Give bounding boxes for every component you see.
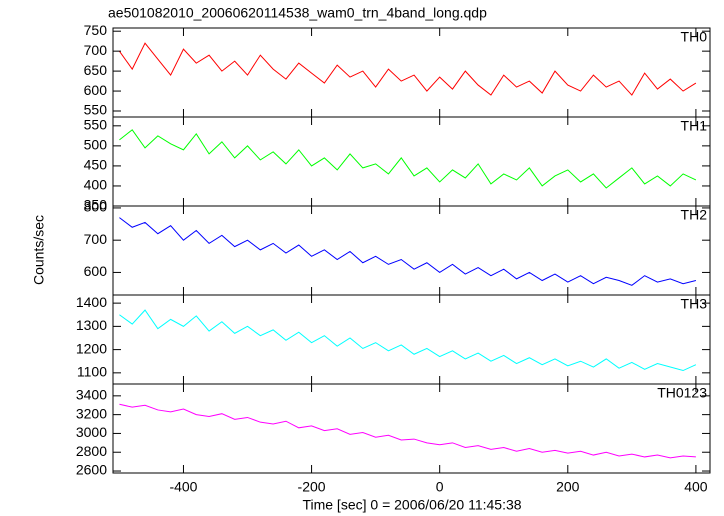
x-tick-label: 200 [556, 479, 580, 495]
y-tick-label: 600 [84, 82, 108, 98]
y-tick-label: 1200 [76, 340, 107, 356]
y-tick-label: 3200 [76, 405, 107, 421]
y-tick-label: 750 [84, 22, 108, 38]
data-line [119, 309, 697, 372]
panel-frame [112, 383, 711, 474]
panel-frame [112, 27, 711, 118]
y-tick-label: 400 [84, 177, 108, 193]
y-tick-label: 2600 [76, 462, 107, 478]
y-tick-label: 2800 [76, 443, 107, 459]
y-tick-label: 600 [84, 263, 108, 279]
y-tick-label: 450 [84, 157, 108, 173]
y-tick-label: 550 [84, 102, 108, 118]
chart-title: ae501082010_20060620114538_wam0_trn_4ban… [108, 5, 487, 21]
y-axis-label: Counts/sec [31, 215, 47, 285]
y-tick-label: 500 [84, 137, 108, 153]
panel-frame [112, 294, 711, 385]
data-line [119, 129, 697, 189]
y-tick-label: 1400 [76, 294, 107, 310]
y-tick-label: 1100 [77, 364, 107, 380]
panel-label: TH0123 [657, 385, 707, 401]
y-tick-label: 3400 [76, 387, 107, 403]
y-tick-label: 350 [84, 197, 108, 213]
y-tick-label: 650 [84, 62, 108, 78]
panel-label: TH2 [681, 207, 708, 223]
x-tick-label: 0 [436, 479, 444, 495]
x-axis-label: Time [sec] 0 = 2006/06/20 11:45:38 [302, 497, 521, 513]
panel-frame [112, 205, 711, 296]
y-tick-label: 700 [84, 42, 108, 58]
y-tick-label: 550 [84, 117, 108, 133]
data-line [119, 42, 697, 96]
y-tick-label: 700 [84, 231, 108, 247]
panel-label: TH0 [681, 29, 708, 45]
x-tick-label: -400 [169, 479, 197, 495]
x-tick-label: -200 [298, 479, 326, 495]
data-line [119, 217, 697, 286]
panel-frame [112, 116, 711, 207]
x-tick-label: 400 [684, 479, 708, 495]
y-tick-label: 800 [84, 199, 108, 215]
panel-label: TH3 [681, 296, 708, 312]
panel-label: TH1 [681, 118, 708, 134]
y-tick-label: 3000 [76, 424, 107, 440]
data-line [119, 403, 696, 459]
y-tick-label: 1300 [76, 317, 107, 333]
